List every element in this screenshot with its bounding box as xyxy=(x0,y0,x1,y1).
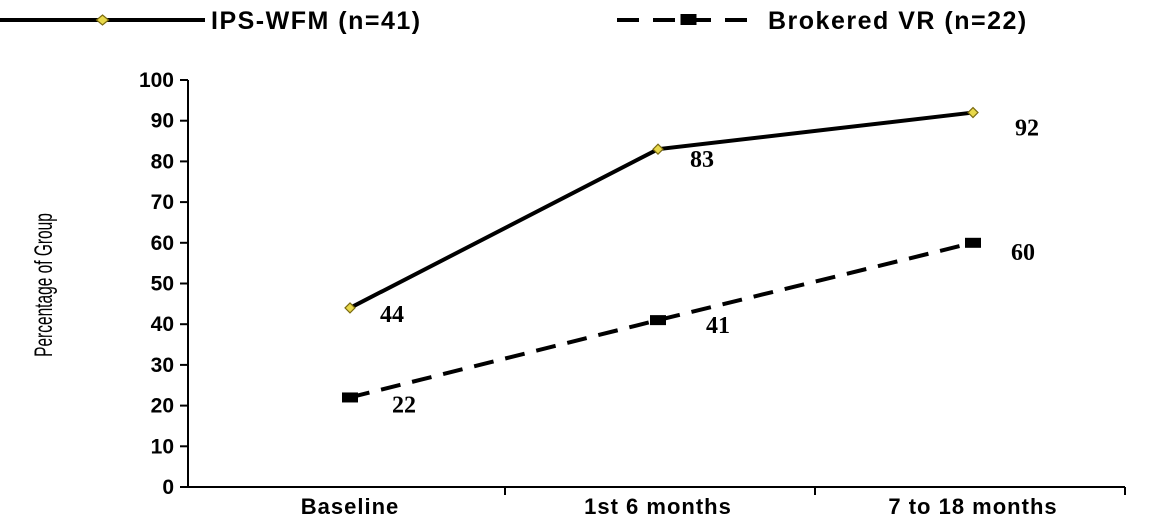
y-axis-label: Percentage of Group xyxy=(30,213,58,357)
series-layer: 44 83 92 22 41 60 xyxy=(342,106,1039,418)
legend-marker xyxy=(95,14,110,26)
series-2: 22 41 60 xyxy=(342,237,1035,418)
data-point xyxy=(967,106,979,119)
data-point xyxy=(650,315,666,326)
y-tick-label: 10 xyxy=(151,435,174,458)
x-tick-label: 7 to 18 months xyxy=(888,494,1057,519)
y-tick-label: 90 xyxy=(151,110,174,133)
chart-axes: 0 10 20 30 40 50 60 70 80 90 100 Baseline 1st 6 mont… xyxy=(139,69,1126,519)
series-1: 44 83 92 xyxy=(344,106,1039,328)
legend-item: Brokered VR (n=22) xyxy=(617,7,1028,35)
x-tick-label: 1st 6 months xyxy=(584,494,732,519)
y-tick-label: 40 xyxy=(151,313,174,336)
y-tick-label: 60 xyxy=(151,232,174,255)
data-label: 41 xyxy=(706,313,730,339)
data-label: 92 xyxy=(1015,116,1039,142)
data-point xyxy=(344,302,356,314)
y-tick-label: 100 xyxy=(139,69,174,92)
legend-label: Brokered VR (n=22) xyxy=(768,7,1028,35)
data-label: 83 xyxy=(690,147,714,173)
y-tick-label: 0 xyxy=(162,476,174,499)
y-tick-label: 30 xyxy=(151,354,174,377)
legend: IPS-WFM (n=41) Brokered VR (n=22) xyxy=(0,7,1028,35)
data-label: 60 xyxy=(1011,240,1035,266)
y-tick-label: 70 xyxy=(151,191,174,214)
y-tick-label: 50 xyxy=(151,273,174,296)
legend-label: IPS-WFM (n=41) xyxy=(211,7,422,35)
data-point xyxy=(342,392,358,403)
legend-marker xyxy=(680,14,697,25)
legend-item: IPS-WFM (n=41) xyxy=(0,7,422,35)
series-line xyxy=(349,240,974,400)
data-point xyxy=(652,143,664,156)
series-line xyxy=(349,110,974,310)
data-label: 22 xyxy=(392,392,416,418)
data-label: 44 xyxy=(380,302,404,328)
data-point xyxy=(965,237,981,248)
x-tick-label: Baseline xyxy=(301,494,400,519)
y-tick-label: 80 xyxy=(151,150,174,173)
y-tick-label: 20 xyxy=(151,395,174,418)
